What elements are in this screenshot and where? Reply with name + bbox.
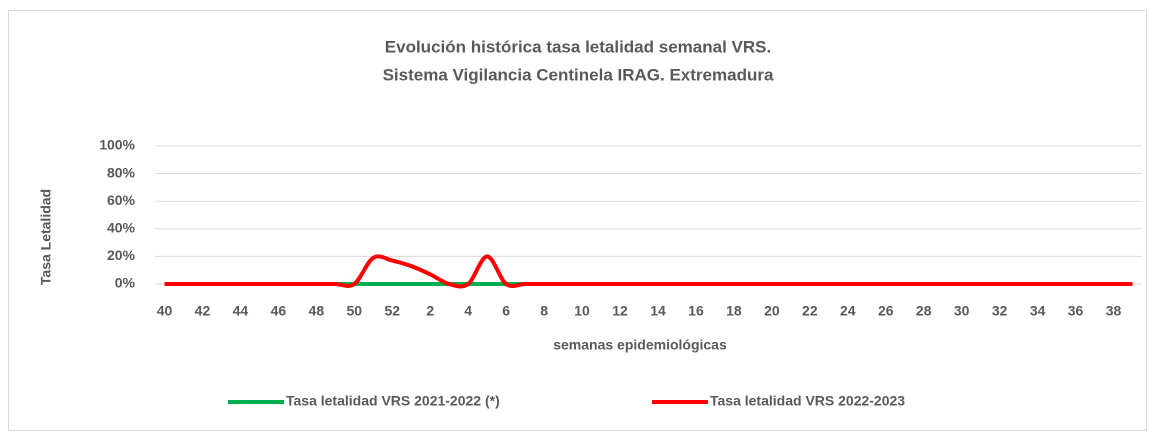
chart-title: Evolución histórica tasa letalidad seman… [385, 37, 771, 56]
x-tick-label: 32 [992, 303, 1008, 319]
x-tick-label: 36 [1068, 303, 1084, 319]
x-tick-label: 40 [157, 303, 173, 319]
x-tick-label: 6 [502, 303, 510, 319]
x-tick-label: 16 [688, 303, 704, 319]
x-tick-label: 26 [878, 303, 894, 319]
x-tick-label: 34 [1030, 303, 1046, 319]
x-tick-label: 30 [954, 303, 970, 319]
x-tick-label: 12 [612, 303, 628, 319]
y-tick-label: 60% [107, 192, 136, 208]
x-tick-label: 50 [347, 303, 363, 319]
x-tick-label: 28 [916, 303, 932, 319]
legend-label: Tasa letalidad VRS 2021-2022 (*) [286, 393, 500, 409]
x-tick-label: 10 [574, 303, 590, 319]
x-tick-label: 20 [764, 303, 780, 319]
y-tick-label: 0% [115, 275, 136, 291]
chart-title: Sistema Vigilancia Centinela IRAG. Extre… [383, 65, 774, 84]
x-tick-label: 14 [650, 303, 666, 319]
x-tick-label: 44 [233, 303, 249, 319]
x-tick-label: 18 [726, 303, 742, 319]
chart-border [8, 10, 1147, 431]
y-tick-label: 20% [107, 247, 136, 263]
y-tick-label: 40% [107, 220, 136, 236]
x-axis-label: semanas epidemiológicas [553, 337, 727, 353]
x-tick-label: 52 [384, 303, 400, 319]
series-line [164, 254, 1133, 289]
x-tick-label: 38 [1106, 303, 1122, 319]
x-tick-label: 24 [840, 303, 856, 319]
x-tick-label: 42 [195, 303, 211, 319]
x-tick-label: 46 [271, 303, 287, 319]
y-tick-label: 80% [107, 164, 136, 180]
y-tick-label: 100% [99, 137, 135, 153]
x-tick-label: 22 [802, 303, 818, 319]
legend-label: Tasa letalidad VRS 2022-2023 [710, 393, 905, 409]
x-tick-label: 4 [464, 303, 472, 319]
x-tick-label: 2 [426, 303, 434, 319]
y-axis-label: Tasa Letalidad [38, 189, 54, 285]
x-tick-label: 8 [540, 303, 548, 319]
x-tick-label: 48 [309, 303, 325, 319]
